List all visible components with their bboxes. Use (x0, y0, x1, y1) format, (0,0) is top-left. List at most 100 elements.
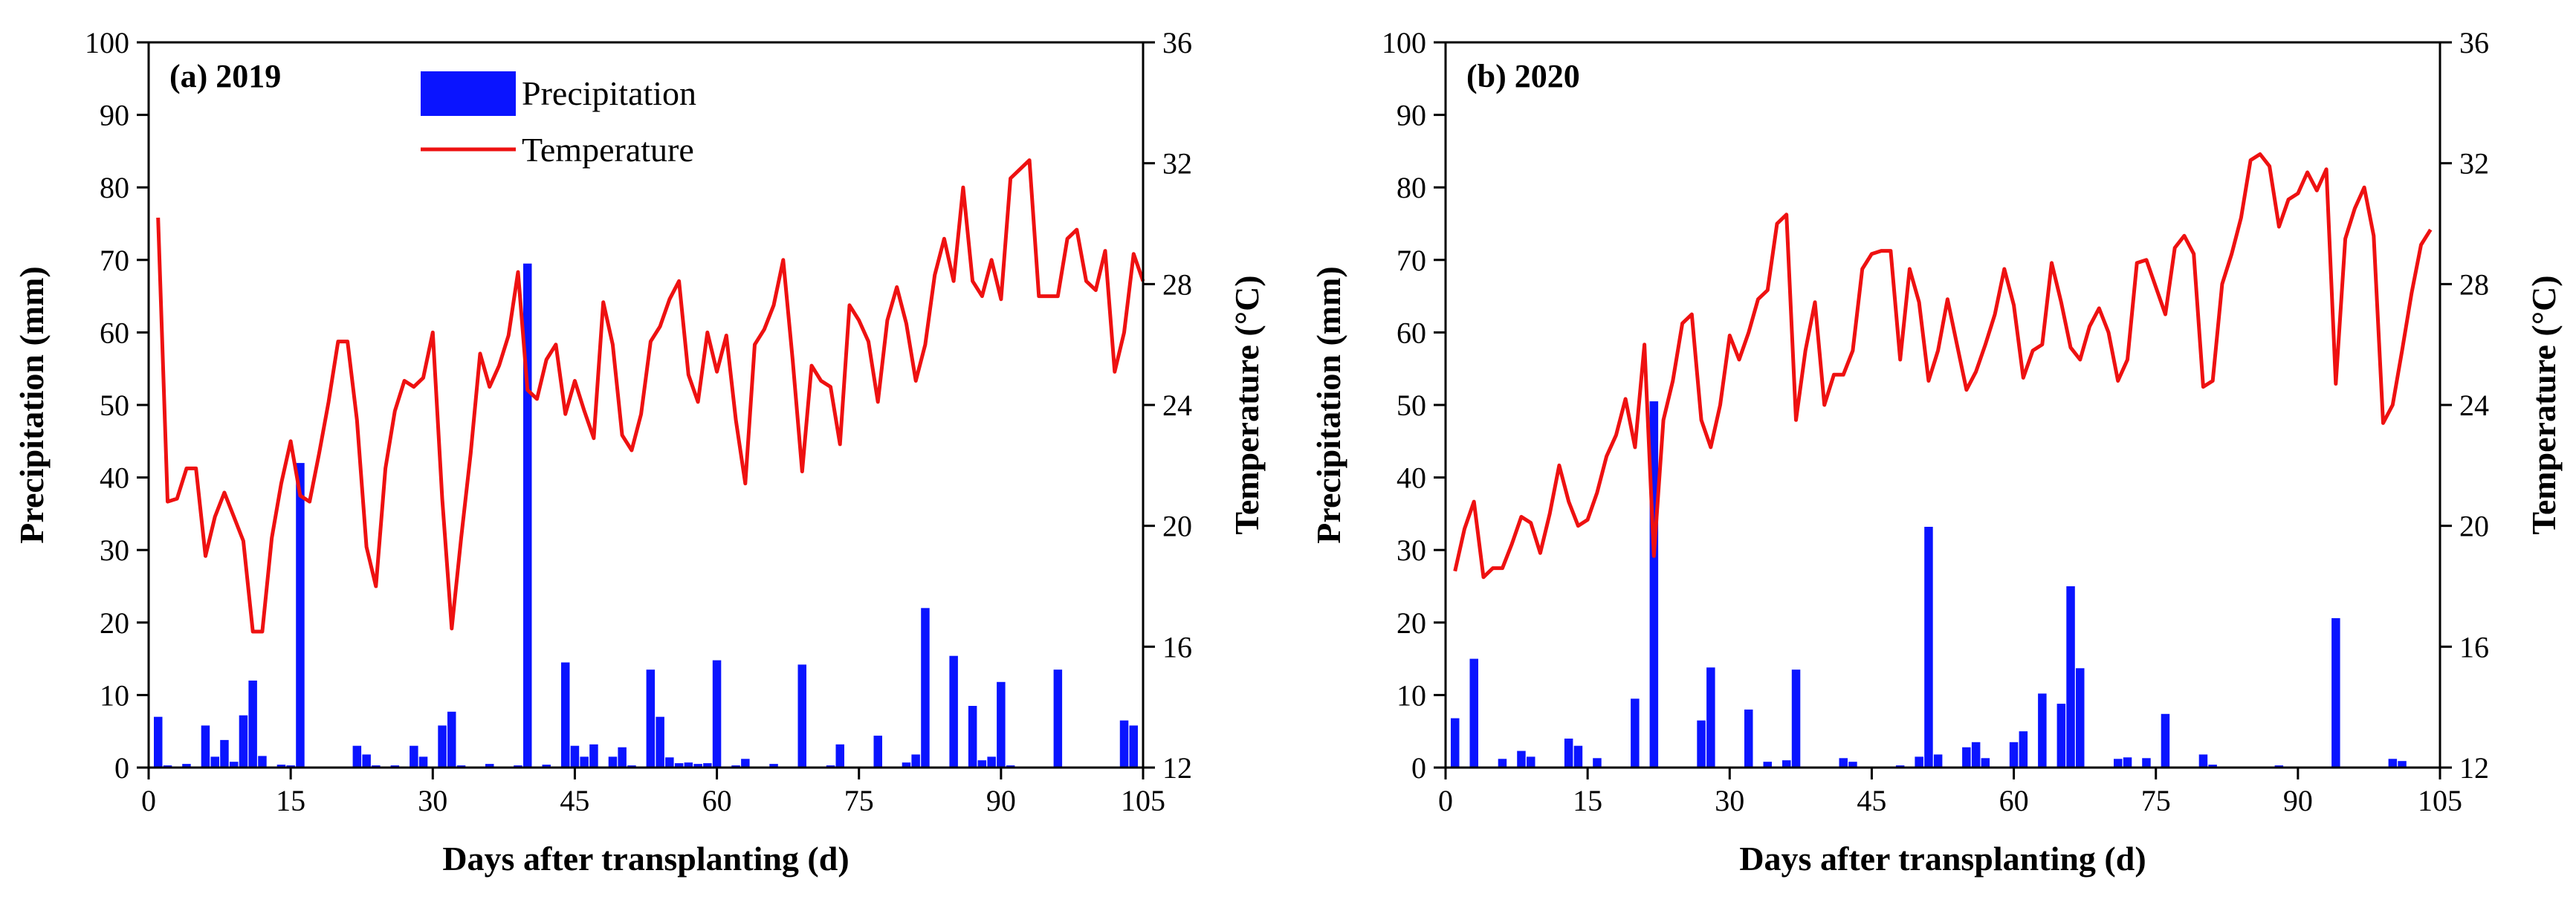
y2-tick-label-a-24: 24 (1162, 389, 1192, 422)
axis-ticks-a: 0 15 30 45 60 75 90 105 0 10 20 30 40 50 60 70 80 90 100 12… (85, 26, 1192, 817)
precip-bar-a-day-54 (656, 716, 664, 768)
precip-bar-b-day-55 (1962, 747, 1971, 768)
precip-bar-b-day-28 (1706, 667, 1715, 768)
precip-bar-b-day-72 (2123, 757, 2132, 768)
y2-tick-label-a-16: 16 (1162, 630, 1192, 664)
x-tick-label-a-0: 0 (141, 784, 156, 817)
precip-bar-b-day-60 (2009, 742, 2019, 768)
precip-bar-b-day-42 (1839, 758, 1848, 768)
x-tick-label-b-30: 30 (1715, 784, 1744, 817)
precip-bar-a-day-57 (684, 762, 693, 768)
precip-bar-b-day-14 (1573, 745, 1583, 768)
y2-tick-label-b-32: 32 (2459, 147, 2489, 181)
y-tick-label-a-70: 70 (100, 244, 129, 277)
precip-bar-a-day-82 (921, 608, 930, 768)
y-tick-label-b-30: 30 (1397, 534, 1426, 567)
precip-bar-a-day-8 (220, 739, 229, 768)
precip-bar-b-day-6 (1498, 759, 1507, 768)
y-tick-label-a-100: 100 (85, 26, 129, 59)
y2-tick-label-a-20: 20 (1162, 510, 1192, 543)
precip-bar-a-day-32 (447, 711, 456, 768)
y-tick-label-b-80: 80 (1397, 171, 1426, 204)
precip-bar-b-day-1 (1451, 718, 1460, 768)
x-axis-title-a: Days after transplanting (d) (442, 840, 849, 878)
y-tick-label-a-40: 40 (100, 461, 129, 495)
precip-bar-b-day-63 (2038, 693, 2047, 768)
y2-tick-label-b-24: 24 (2459, 389, 2489, 422)
precip-bar-a-day-7 (210, 756, 219, 768)
precip-bar-a-day-47 (589, 744, 598, 768)
precip-bar-a-day-89 (987, 756, 996, 768)
precip-bar-a-day-42 (542, 765, 551, 768)
precip-bar-b-day-9 (1527, 756, 1535, 768)
y2-tick-label-b-36: 36 (2459, 26, 2489, 59)
precip-bar-a-day-44 (561, 662, 570, 768)
precip-bar-a-day-46 (580, 756, 589, 768)
precip-bar-b-day-43 (1848, 762, 1857, 768)
x-tick-label-b-45: 45 (1857, 784, 1886, 817)
y-tick-label-b-70: 70 (1397, 244, 1426, 277)
x-tick-label-a-75: 75 (844, 784, 874, 817)
precip-bar-a-day-28 (410, 745, 418, 768)
precipitation-bars-b (1451, 401, 2407, 768)
precip-bar-b-day-16 (1593, 758, 1602, 768)
y-tick-label-b-50: 50 (1397, 389, 1426, 422)
precip-bar-a-day-80 (902, 762, 911, 768)
precip-bar-b-day-101 (2398, 761, 2407, 768)
precip-bar-a-day-49 (608, 756, 618, 768)
precip-bar-a-day-45 (570, 745, 580, 768)
x-tick-label-b-75: 75 (2141, 784, 2171, 817)
y-tick-label-a-90: 90 (100, 99, 129, 132)
precip-bar-a-day-50 (618, 747, 627, 768)
y2-axis-title-b: Temperature (°C) (2525, 275, 2563, 534)
legend-temperature-label: Temperature (522, 131, 694, 169)
precip-bar-b-day-94 (2331, 617, 2340, 768)
y2-tick-label-a-32: 32 (1162, 147, 1192, 181)
precip-bar-b-day-66 (2066, 586, 2075, 768)
precip-bar-a-day-104 (1129, 725, 1138, 768)
precip-bar-a-day-1 (154, 716, 163, 768)
precip-bar-a-day-4 (182, 764, 191, 768)
y-tick-label-b-60: 60 (1397, 316, 1426, 349)
precip-bar-a-day-58 (693, 764, 702, 768)
precip-bar-b-day-56 (1971, 742, 1981, 768)
precip-bar-a-day-59 (703, 763, 712, 768)
x-tick-label-a-60: 60 (702, 784, 732, 817)
precip-bar-a-day-66 (769, 764, 778, 768)
y-tick-label-b-20: 20 (1397, 606, 1426, 640)
precip-bar-b-day-8 (1517, 750, 1526, 768)
y-tick-label-b-10: 10 (1397, 678, 1426, 712)
precip-bar-a-day-29 (418, 756, 428, 768)
precip-bar-b-day-13 (1564, 739, 1573, 768)
precip-bar-a-day-16 (296, 463, 305, 768)
axis-ticks-b: 0 15 30 45 60 75 90 105 0 10 20 30 40 50 60 70 80 90 100 12… (1382, 26, 2489, 817)
legend-precipitation-label: Precipitation (522, 74, 696, 112)
precip-bar-a-day-53 (646, 669, 656, 768)
legend: Precipitation Temperature (421, 71, 696, 169)
precip-bar-b-day-80 (2198, 754, 2208, 768)
x-tick-label-b-105: 105 (2418, 784, 2462, 817)
x-axis-title-b: Days after transplanting (d) (1739, 840, 2146, 878)
precip-bar-a-day-36 (485, 764, 494, 768)
y-tick-label-a-80: 80 (100, 171, 129, 204)
precip-bar-b-day-52 (1933, 754, 1943, 768)
precip-bar-b-day-100 (2388, 759, 2398, 768)
y2-tick-label-b-20: 20 (2459, 510, 2489, 543)
x-tick-label-b-90: 90 (2283, 784, 2313, 817)
y-tick-label-a-50: 50 (100, 389, 129, 422)
precip-bar-b-day-22 (1649, 401, 1659, 768)
y-tick-label-a-30: 30 (100, 534, 129, 567)
y2-tick-label-a-12: 12 (1162, 751, 1192, 785)
x-tick-label-a-105: 105 (1121, 784, 1165, 817)
precip-bar-b-day-37 (1791, 669, 1801, 768)
x-tick-label-b-60: 60 (1999, 784, 2029, 817)
y-tick-label-b-100: 100 (1382, 26, 1426, 59)
precip-bar-b-day-3 (1469, 658, 1478, 768)
precip-bar-a-day-56 (674, 763, 684, 768)
precip-bar-a-day-81 (911, 754, 920, 768)
precip-bar-b-day-71 (2114, 759, 2123, 768)
precip-bar-a-day-10 (239, 715, 248, 768)
precip-bar-a-day-77 (873, 736, 882, 768)
precip-bar-a-day-69 (797, 664, 806, 768)
